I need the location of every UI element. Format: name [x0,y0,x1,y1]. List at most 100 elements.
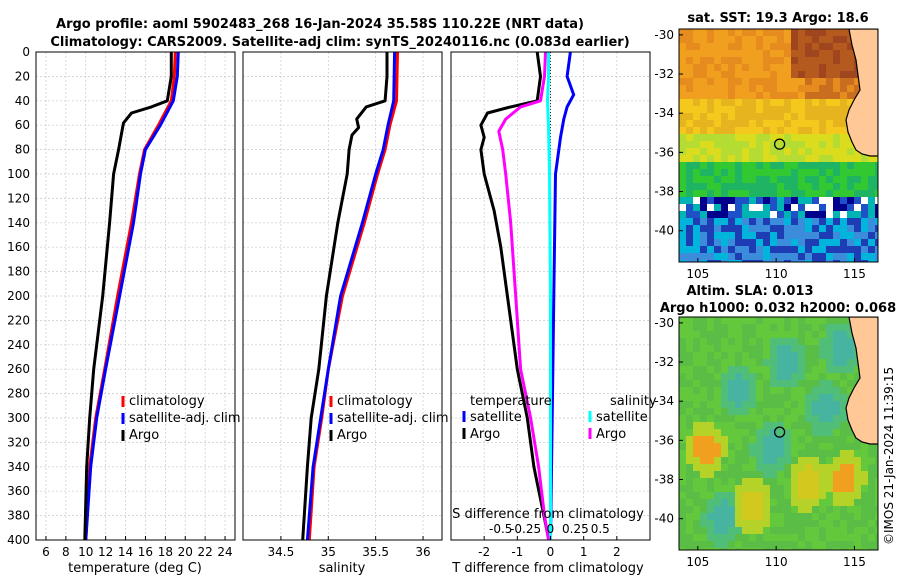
sla-cell [826,499,834,507]
sla-cell [763,443,771,451]
sst-cell [847,218,855,226]
sla-cell [756,331,764,339]
sst-cell [819,134,827,142]
sla-cell [721,359,729,367]
sst-cell [798,78,806,86]
sst-cell [847,78,855,86]
sla-cell [756,401,764,409]
sla-cell [770,324,778,332]
sla-cell [721,408,729,416]
sla-cell [756,366,764,374]
sla-cell [805,471,813,479]
sst-cell [826,64,834,72]
sla-cell [770,429,778,437]
sst-cell [791,190,799,198]
sst-cell [749,190,757,198]
sla-cell [777,443,785,451]
sla-cell [721,366,729,374]
sst-cell [700,64,708,72]
sla-cell [798,380,806,388]
sst-cell [700,148,708,156]
depth-tick-label: 20 [15,69,30,83]
sst-cell [840,197,848,205]
sst-cell [798,155,806,163]
sla-cell [847,520,855,528]
sla-cell [840,541,848,549]
sst-cell [679,43,687,51]
sst-cell [714,169,722,177]
sla-cell [875,548,878,550]
sla-cell [693,415,701,423]
sst-cell [728,211,736,219]
sla-cell [693,429,701,437]
sst-cell [784,176,792,184]
sst-cell [833,36,841,44]
x-tick-label: 6 [42,545,50,559]
sst-cell [812,211,820,219]
sla-cell [868,471,876,479]
sst-cell [700,29,708,37]
sst-cell [756,211,764,219]
sst-cell [763,246,771,254]
sst-cell [735,190,743,198]
sst-cell [798,162,806,170]
sla-cell [826,338,834,346]
sla-cell [721,443,729,451]
depth-tick-label: 360 [7,484,30,498]
sla-cell [686,485,694,493]
sst-cell [749,57,757,65]
sst-cell [875,225,878,233]
sla-cell [756,534,764,542]
sla-cell [756,324,764,332]
sst-cell [826,239,834,247]
sst-cell [812,120,820,128]
sla-cell [826,366,834,374]
series-line-satellite-adj-clim [305,51,397,541]
sst-cell [791,134,799,142]
sla-cell [714,373,722,381]
sla-cell [749,513,757,521]
sla-cell [833,527,841,535]
sst-cell [798,246,806,254]
series-line-argo [301,52,389,541]
sst-cell [707,225,715,233]
sla-cell [777,380,785,388]
sla-cell [756,373,764,381]
sst-cell [714,127,722,135]
sla-cell [791,429,799,437]
sla-cell [714,380,722,388]
sla-cell [707,422,715,430]
sla-cell [770,317,778,325]
sst-cell [826,190,834,198]
sla-cell [819,366,827,374]
sst-cell [749,50,757,58]
sst-cell [791,99,799,107]
sst-cell [819,169,827,177]
sst-cell [854,232,862,240]
sst-cell [714,176,722,184]
sla-cell [840,345,848,353]
sst-cell [861,176,869,184]
sla-cell [805,422,813,430]
sla-cell [742,464,750,472]
sst-cell [777,253,785,261]
sla-cell [868,527,876,535]
sst-cell [686,50,694,58]
sla-cell [749,520,757,528]
sla-cell [826,415,834,423]
sst-cell [742,211,750,219]
sst-cell [693,239,701,247]
sla-heatmap [679,317,878,550]
sla-cell [735,499,743,507]
sst-cell [840,92,848,100]
sla-cell [707,506,715,514]
sst-cell [707,183,715,191]
sla-cell [686,520,694,528]
sst-cell [721,211,729,219]
sla-cell [777,394,785,402]
sla-cell [721,436,729,444]
sla-cell [756,513,764,521]
s-diff-tick-label: 0.5 [591,522,610,536]
x-tick-label: 36 [415,545,430,559]
sla-cell [749,422,757,430]
